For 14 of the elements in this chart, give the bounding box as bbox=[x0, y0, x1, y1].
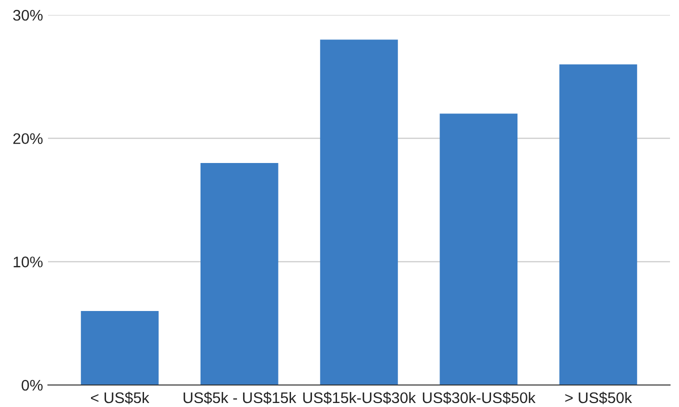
bar bbox=[80, 311, 159, 385]
x-tick-label: > US$50k bbox=[565, 392, 632, 404]
y-tick-label: 10% bbox=[14, 256, 43, 268]
y-tick-label: 20% bbox=[13, 133, 43, 144]
bar bbox=[320, 40, 398, 385]
y-tick-label: 30% bbox=[13, 10, 43, 21]
x-tick-label: < US$5k bbox=[91, 392, 150, 404]
bar bbox=[200, 163, 278, 385]
x-tick-label: US$5k - US$15k bbox=[184, 392, 296, 404]
bar bbox=[559, 64, 638, 385]
y-tick-label: 0% bbox=[22, 380, 43, 391]
x-tick-label: US$15k-US$30k bbox=[303, 392, 416, 404]
bar bbox=[440, 114, 518, 385]
x-tick-label: US$30k-US$50k bbox=[422, 392, 536, 404]
